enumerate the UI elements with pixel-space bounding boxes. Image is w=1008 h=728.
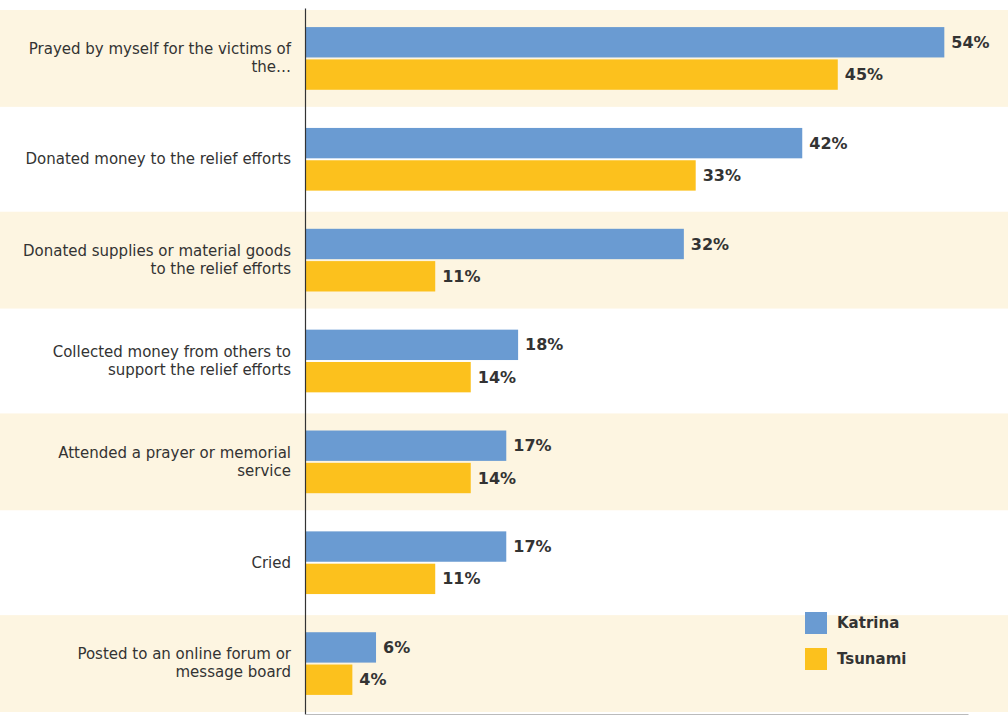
data-label: 14% — [478, 469, 516, 488]
category-label-line: the… — [251, 58, 291, 76]
category-label-line: Donated money to the relief efforts — [26, 150, 292, 168]
data-label: 33% — [703, 166, 741, 185]
bar — [305, 564, 435, 594]
category-label: Donated money to the relief efforts — [26, 150, 292, 168]
data-label: 17% — [513, 436, 551, 455]
tick: Attended a prayer or memorialservice — [58, 444, 291, 480]
data-labels: 54% 42% 32% 18% 17% 17% 6% 45% 33% 11% 14% 14% 11% 4% — [359, 33, 989, 689]
category-label-line: Collected money from others to — [53, 343, 291, 361]
x-axis — [306, 714, 969, 715]
category-label: Donated supplies or material goodsto the… — [23, 242, 291, 278]
category-label: Attended a prayer or memorialservice — [58, 444, 291, 480]
category-label: Prayed by myself for the victims ofthe… — [29, 40, 292, 76]
category-label: Posted to an online forum ormessage boar… — [77, 645, 291, 681]
axis-line — [305, 9, 306, 715]
bar — [305, 632, 376, 662]
bar — [305, 27, 944, 57]
data-label: 4% — [359, 670, 386, 689]
tick: Donated money to the relief efforts — [26, 150, 292, 168]
chart: 54% 42% 32% 18% 17% 17% 6% 45% 33% 11% 14% 14% 11% 4%… — [0, 0, 1008, 728]
data-label: 14% — [478, 368, 516, 387]
bar — [305, 362, 471, 392]
category-label-line: service — [237, 462, 291, 480]
bar — [305, 531, 506, 561]
tick: Collected money from others tosupport th… — [53, 343, 291, 379]
data-label: 32% — [691, 235, 729, 254]
category-label-line: support the relief efforts — [108, 361, 291, 379]
legend-swatch — [805, 648, 827, 670]
data-label: 6% — [383, 638, 410, 657]
category-label: Collected money from others tosupport th… — [53, 343, 291, 379]
stripe — [0, 212, 1008, 309]
tick: Posted to an online forum ormessage boar… — [77, 645, 291, 681]
stripe — [0, 615, 1008, 712]
axis-line — [306, 714, 969, 715]
legend-label: Tsunami — [837, 650, 906, 668]
data-label: 42% — [809, 134, 847, 153]
category-label: Cried — [251, 554, 291, 572]
tick: Cried — [251, 554, 291, 572]
category-label-line: message board — [176, 663, 292, 681]
category-label-line: to the relief efforts — [151, 260, 292, 278]
bar — [305, 261, 435, 291]
bar — [305, 665, 352, 695]
stripes — [0, 10, 1008, 712]
bar — [305, 59, 838, 89]
data-label: 11% — [442, 267, 480, 286]
bar — [305, 229, 684, 259]
category-label-line: Posted to an online forum or — [77, 645, 291, 663]
y-axis: Prayed by myself for the victims ofthe… D… — [23, 9, 306, 715]
bar — [305, 431, 506, 461]
stripe — [0, 413, 1008, 510]
category-label-line: Prayed by myself for the victims of — [29, 40, 292, 58]
tick: Donated supplies or material goodsto the… — [23, 242, 291, 278]
category-label-line: Attended a prayer or memorial — [58, 444, 291, 462]
data-label: 18% — [525, 335, 563, 354]
data-label: 11% — [442, 569, 480, 588]
legend-swatch — [805, 612, 827, 634]
bar — [305, 463, 471, 493]
legend: Katrina Tsunami — [805, 612, 906, 670]
bar — [305, 160, 696, 190]
category-label-line: Cried — [251, 554, 291, 572]
data-label: 54% — [951, 33, 989, 52]
data-label: 45% — [845, 65, 883, 84]
tick: Prayed by myself for the victims ofthe… — [29, 40, 292, 76]
bar — [305, 330, 518, 360]
data-label: 17% — [513, 537, 551, 556]
stripe — [0, 10, 1008, 107]
bars — [305, 27, 944, 695]
legend-label: Katrina — [837, 614, 899, 632]
category-label-line: Donated supplies or material goods — [23, 242, 291, 260]
bar — [305, 128, 802, 158]
